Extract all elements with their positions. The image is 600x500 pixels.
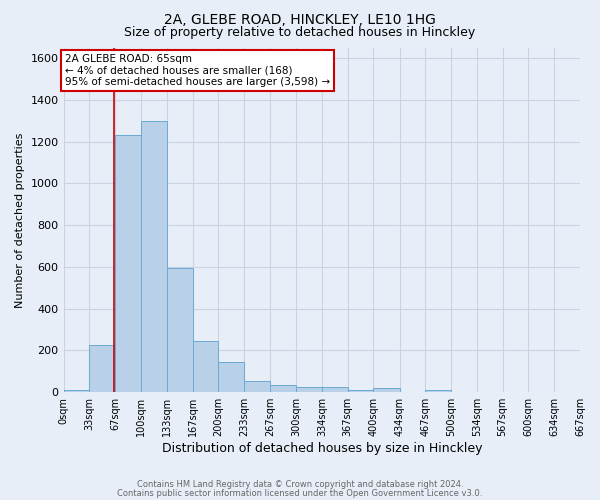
Text: Contains public sector information licensed under the Open Government Licence v3: Contains public sector information licen… bbox=[118, 488, 482, 498]
Bar bbox=[141, 120, 167, 392]
Bar bbox=[115, 135, 141, 392]
Text: Size of property relative to detached houses in Hinckley: Size of property relative to detached ho… bbox=[124, 26, 476, 39]
X-axis label: Distribution of detached houses by size in Hinckley: Distribution of detached houses by size … bbox=[161, 442, 482, 455]
Text: 2A GLEBE ROAD: 65sqm
← 4% of detached houses are smaller (168)
95% of semi-detac: 2A GLEBE ROAD: 65sqm ← 4% of detached ho… bbox=[65, 54, 330, 87]
Bar bbox=[296, 387, 322, 392]
Bar bbox=[193, 341, 218, 392]
Bar bbox=[348, 390, 373, 392]
Text: Contains HM Land Registry data © Crown copyright and database right 2024.: Contains HM Land Registry data © Crown c… bbox=[137, 480, 463, 489]
Bar bbox=[244, 382, 270, 392]
Text: 2A, GLEBE ROAD, HINCKLEY, LE10 1HG: 2A, GLEBE ROAD, HINCKLEY, LE10 1HG bbox=[164, 12, 436, 26]
Bar bbox=[64, 390, 89, 392]
Bar bbox=[270, 386, 296, 392]
Bar bbox=[167, 268, 193, 392]
Bar bbox=[218, 362, 244, 392]
Bar bbox=[322, 387, 348, 392]
Y-axis label: Number of detached properties: Number of detached properties bbox=[15, 132, 25, 308]
Bar bbox=[425, 390, 451, 392]
Bar bbox=[89, 345, 115, 392]
Bar bbox=[373, 388, 400, 392]
